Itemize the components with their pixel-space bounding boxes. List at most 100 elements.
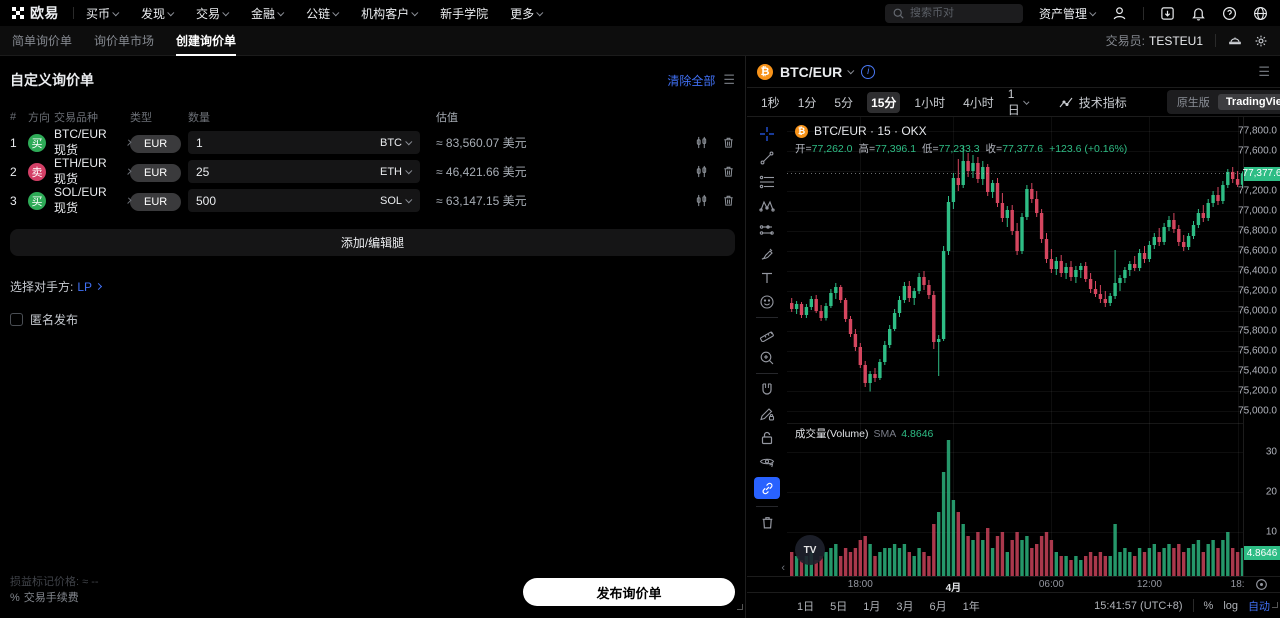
pair-selector[interactable]: ETH/EUR 现货 [54,156,132,187]
notifications-bell-icon[interactable] [1191,6,1206,21]
quantity-input[interactable] [196,193,380,208]
view-chart-icon[interactable] [695,165,708,178]
magnet-tool[interactable] [754,381,780,398]
mode-native[interactable]: 原生版 [1176,97,1210,109]
help-icon[interactable] [1222,6,1237,21]
chart-toolbar: 1秒 1分 5分 15分 1小时 4小时 1日 技术指标 原生版 Trading… [747,87,1280,117]
view-chart-icon[interactable] [695,194,708,207]
tab-simple-rfq[interactable]: 简单询价单 [12,33,73,48]
info-icon[interactable]: i [861,64,876,79]
delete-leg-icon[interactable] [722,165,735,178]
timeframe-4h[interactable]: 4小时 [963,95,994,110]
timeframe-5m[interactable]: 5分 [834,95,854,110]
assets-menu[interactable]: 资产管理 [1039,5,1097,22]
crosshair-tool[interactable] [754,125,780,142]
currency-type-pill[interactable]: EUR [130,192,182,211]
scroll-left-arrow[interactable]: ‹ [781,562,785,574]
nav-item-buy-crypto[interactable]: 买币 [86,5,120,22]
quantity-input[interactable] [196,135,380,150]
quantity-input[interactable] [196,164,380,179]
brush-tool[interactable] [754,245,780,262]
range-6mo[interactable]: 6月 [929,600,947,613]
mode-tradingview[interactable]: TradingView [1217,94,1280,110]
go-to-realtime-icon[interactable] [1255,578,1268,591]
time-axis[interactable]: 18:00 4月 06:00 12:00 18: [747,576,1280,594]
symbol-selector[interactable]: BTC/EUR [780,63,843,80]
download-app-icon[interactable] [1160,6,1175,21]
percent-scale-button[interactable]: % [1203,599,1214,612]
nav-item-discover[interactable]: 发现 [141,5,175,22]
quantity-field[interactable]: BTC [188,131,420,154]
timeframe-1s[interactable]: 1秒 [761,95,780,110]
currency-type-pill[interactable]: EUR [130,163,182,182]
projection-tool[interactable] [754,221,780,238]
measure-ruler-tool[interactable] [754,325,780,342]
range-1mo[interactable]: 1月 [863,600,881,613]
settings-gear-icon[interactable] [1254,34,1268,48]
range-5d[interactable]: 5日 [830,600,848,613]
clock[interactable]: 15:41:57 (UTC+8) [1094,599,1183,612]
currency-type-pill[interactable]: EUR [130,134,182,153]
log-scale-button[interactable]: log [1223,599,1238,612]
range-1y[interactable]: 1年 [962,600,980,613]
range-1d[interactable]: 1日 [797,600,815,613]
tab-rfq-market[interactable]: 询价单市场 [94,33,155,48]
panel-resize-corner[interactable] [737,604,743,610]
text-tool[interactable] [754,269,780,286]
nav-item-trade[interactable]: 交易 [196,5,230,22]
range-3mo[interactable]: 3月 [896,600,914,613]
pair-selector[interactable]: BTC/EUR 现货 [54,127,132,158]
nav-item-more[interactable]: 更多 [510,5,544,22]
price-axis[interactable]: 77,377.6 4.8646 77,800.0 77,600.0 77,200.0… [1238,117,1280,576]
delete-leg-icon[interactable] [722,136,735,149]
trend-line-tool[interactable] [754,149,780,166]
lock-drawings-tool[interactable] [754,429,780,446]
quantity-field[interactable]: SOL [188,189,420,212]
sync-drawings-link-tool[interactable] [754,477,780,499]
xabcd-pattern-tool[interactable] [754,197,780,214]
counterparty-link[interactable]: LP [77,279,93,294]
auto-scale-button[interactable]: 自动 [1248,600,1270,613]
timeframe-1d-dropdown[interactable]: 1日 [1008,87,1030,118]
add-edit-legs-button[interactable]: 添加/编辑腿 [10,229,735,256]
indicators-button[interactable]: 技术指标 [1059,94,1127,111]
search-box[interactable] [884,3,1023,23]
zoom-in-tool[interactable] [754,349,780,366]
chart-plot[interactable]: ₿ BTC/EUR · 15 · OKX 开=77,262.0 高=77,396.… [787,117,1243,576]
anonymous-checkbox[interactable] [10,313,23,326]
timeframe-1h[interactable]: 1小时 [914,95,946,110]
view-chart-icon[interactable] [695,136,708,149]
vault-icon[interactable] [1228,34,1242,48]
panel-drag-handle-icon[interactable]: ☰ [723,72,735,87]
nav-item-finance[interactable]: 金融 [251,5,285,22]
panel-drag-handle-icon[interactable]: ☰ [1258,63,1270,79]
remove-drawings-trash-tool[interactable] [754,514,780,531]
unit-selector[interactable]: BTC [380,137,413,149]
nav-item-institutions[interactable]: 机构客户 [361,5,419,22]
language-globe-icon[interactable] [1253,6,1268,21]
fib-retracement-tool[interactable] [754,173,780,190]
hide-drawings-eye-tool[interactable] [754,453,780,470]
quantity-field[interactable]: ETH [188,160,420,183]
nav-item-academy[interactable]: 新手学院 [440,6,489,21]
drawing-toolbar: ‹ [747,117,787,576]
panel-resize-corner[interactable] [1272,602,1278,608]
search-input[interactable] [909,7,1010,19]
trading-fee-link[interactable]: % 交易手续费 [10,592,79,604]
nav-item-chain[interactable]: 公链 [306,5,340,22]
tradingview-logo[interactable]: TV [795,535,825,565]
delete-leg-icon[interactable] [722,194,735,207]
drawing-mode-pencil-tool[interactable] [754,405,780,422]
unit-selector[interactable]: SOL [380,195,413,207]
tab-create-rfq[interactable]: 创建询价单 [176,26,237,56]
unit-selector[interactable]: ETH [380,166,413,178]
okx-brand[interactable]: 欧易 [12,3,59,23]
publish-rfq-button[interactable]: 发布询价单 [523,578,735,606]
user-icon[interactable] [1112,6,1127,21]
emoji-tool[interactable] [754,293,780,310]
timeframe-15m[interactable]: 15分 [867,91,901,113]
side-badge: 买 [28,133,46,152]
clear-all-button[interactable]: 清除全部 [667,73,716,88]
timeframe-1m[interactable]: 1分 [797,95,817,110]
pair-selector[interactable]: SOL/EUR 现货 [54,185,132,216]
